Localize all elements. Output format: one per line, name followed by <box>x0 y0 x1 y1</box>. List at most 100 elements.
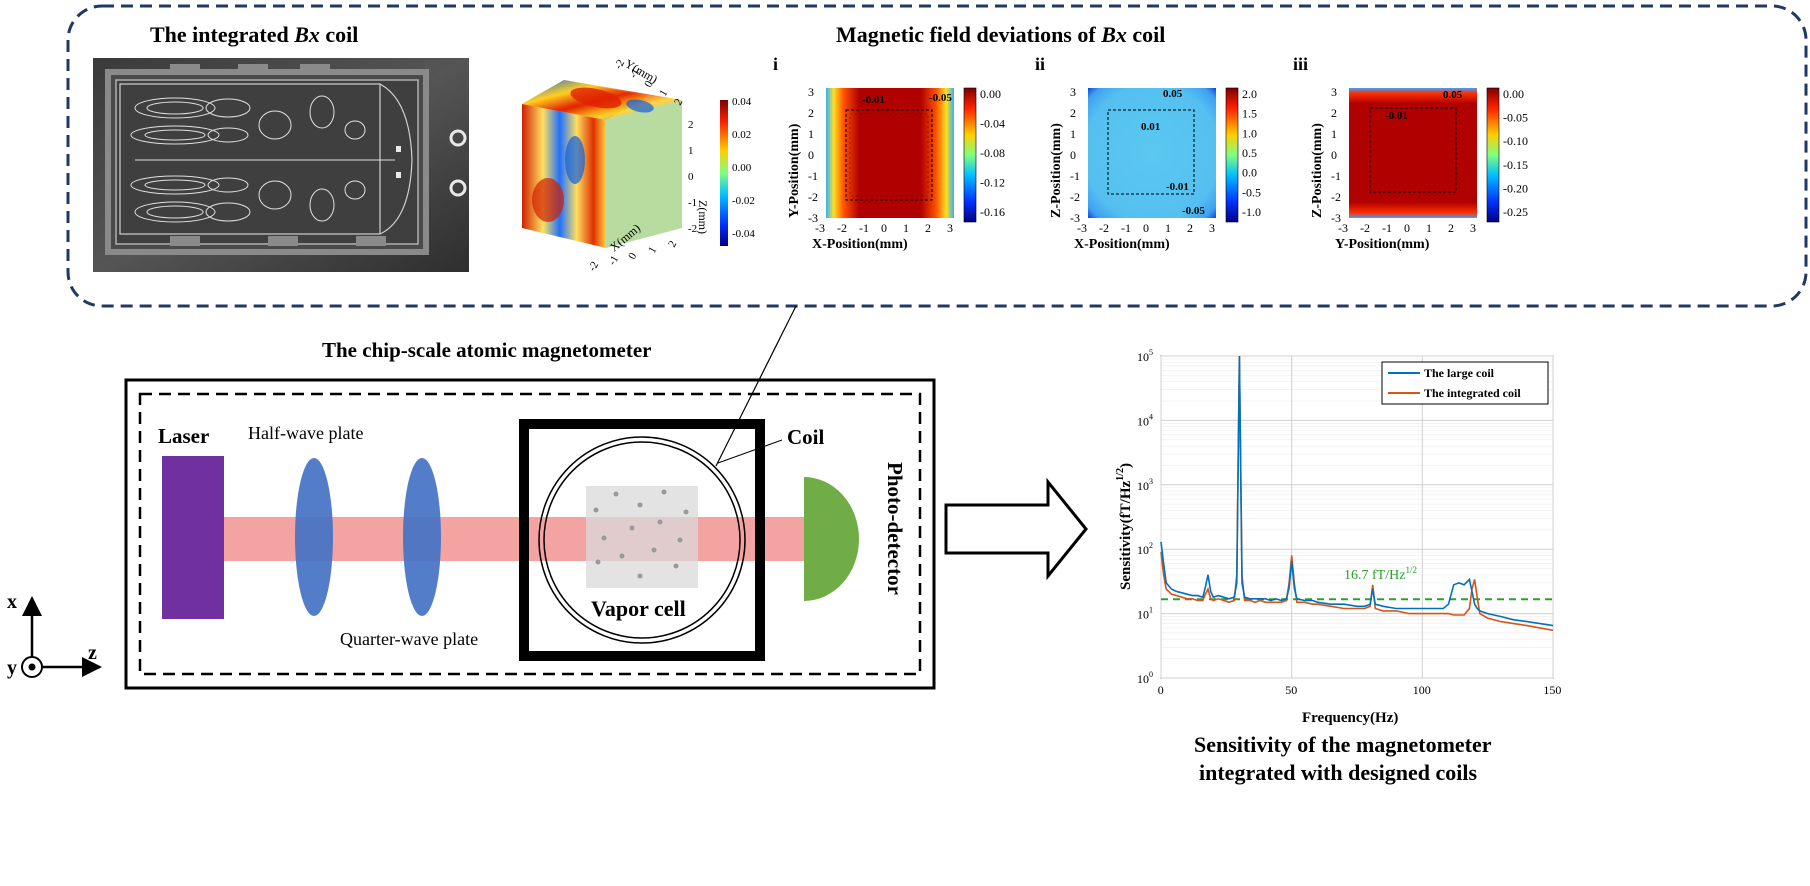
chart-y-tick: 100 <box>1137 670 1153 686</box>
cube-colorbar-ticks: 0.04 0.02 0.00 -0.02 -0.04 <box>732 96 755 240</box>
heatmap-x-tick: 2 <box>1448 221 1454 235</box>
chart-legend: The large coil The integrated coil <box>1381 361 1549 405</box>
laser-source <box>162 456 224 619</box>
axis-x-label: x <box>7 591 17 613</box>
chart-ylabel: Sensitivity(fT/Hz1/2) <box>1115 463 1134 590</box>
cube-y-tick: 2 <box>672 97 685 108</box>
cube-x-tick: 0 <box>626 250 639 261</box>
heatmap-colorbar-tick: 1.5 <box>1242 107 1257 121</box>
heatmap-y-tick: 1 <box>1331 127 1337 141</box>
chart-plot-area <box>1160 355 1554 679</box>
heatmap-y-tick: 2 <box>1070 106 1076 120</box>
cube-z-tick: -2 <box>688 223 697 235</box>
chart-x-tick: 150 <box>1543 683 1561 697</box>
heatmap-colorbar-tick: 0.00 <box>1503 87 1524 101</box>
cube-y-tick: 1 <box>657 88 670 99</box>
heatmap-x-tick: 1 <box>1426 221 1432 235</box>
cube-colorbar-tick: 0.04 <box>732 96 752 108</box>
heatmap-x-tick: -3 <box>1338 221 1348 235</box>
heatmap-ylabel: Y-Position(mm) <box>787 123 802 218</box>
photodetector-label: Photo-detector <box>883 462 907 595</box>
heatmap-y-tick: 2 <box>808 106 814 120</box>
cube-x-tick: 1 <box>646 245 659 256</box>
heatmap-x-tick: 0 <box>881 221 887 235</box>
heatmap-dashed-region <box>1369 107 1457 193</box>
heatmap-xlabel: Y-Position(mm) <box>1335 237 1430 252</box>
axis-y-label: y <box>7 657 17 679</box>
sensitivity-caption-line1: Sensitivity of the magnetometer <box>1194 732 1492 757</box>
result-arrow <box>944 477 1088 581</box>
cube-z-tick: 1 <box>688 145 694 157</box>
heatmap-x-tick: 0 <box>1143 221 1149 235</box>
heatmap-contour-label: -0.01 <box>1385 110 1408 122</box>
heatmap-y-tick: -3 <box>1070 211 1080 225</box>
coil-photo <box>93 58 469 272</box>
panel-label: i <box>773 54 778 74</box>
chart-y-tick: 102 <box>1137 541 1153 557</box>
magnetometer-title: The chip-scale atomic magnetometer <box>322 338 652 362</box>
heatmap-y-tick: -2 <box>1070 190 1080 204</box>
heatmap-dashed-region <box>1107 109 1195 195</box>
heatmap-y-tick: -1 <box>808 169 818 183</box>
vapor-cell-label: Vapor cell <box>591 596 686 621</box>
heatmap-x-tick: -2 <box>1360 221 1370 235</box>
cube-z-tick: -1 <box>688 197 697 209</box>
threshold-label: 16.7 fT/Hz1/2 <box>1344 565 1417 583</box>
heatmap-colorbar-tick: -0.20 <box>1503 181 1528 195</box>
cube-colorbar-tick: 0.02 <box>732 129 751 141</box>
heatmap-ylabel: Z-Position(mm) <box>1049 123 1064 218</box>
heatmap-dashed-region <box>845 109 933 201</box>
heatmap-xlabel: X-Position(mm) <box>812 237 908 252</box>
heatmap-contour-label: 0.01 <box>1141 121 1160 133</box>
heatmap-y-tick: -3 <box>1331 211 1341 225</box>
heatmap-colorbar-tick: 0.00 <box>980 87 1001 101</box>
cube-colorbar-tick: 0.00 <box>732 162 752 174</box>
heatmap-y-tick: 0 <box>1331 148 1337 162</box>
heatmap-y-tick: -3 <box>808 211 818 225</box>
heatmap-x-tick: -3 <box>1077 221 1087 235</box>
axis-z-label: z <box>88 642 97 664</box>
legend-label-large-coil: The large coil <box>1424 366 1495 380</box>
heatmap-x-tick: 2 <box>1187 221 1193 235</box>
photo-title: The integrated Bx coil <box>150 22 358 47</box>
heatmap-y-tick: 0 <box>808 148 814 162</box>
heatmap-panel-iii: iii -0.01 0.05 -3 3 -2 2 -1 1 0 0 1 -1 2 -2 3 -3 Y-Positi… <box>1293 54 1528 252</box>
photodetector <box>804 477 859 601</box>
cube-x-tick: -1 <box>606 254 621 268</box>
heatmap-field <box>1088 88 1216 218</box>
heatmap-y-tick: 3 <box>1070 85 1076 99</box>
heatmap-y-tick: -2 <box>1331 190 1341 204</box>
heatmap-colorbar-tick: -0.15 <box>1503 158 1528 172</box>
cube-colorbar-tick: -0.02 <box>732 195 755 207</box>
heatmap-x-tick: -2 <box>837 221 847 235</box>
chart-y-tick: 103 <box>1137 477 1153 493</box>
chart-grid <box>1160 355 1554 679</box>
magnetometer-outer-frame <box>124 378 936 690</box>
coil-frame <box>519 419 765 661</box>
heatmap-y-tick: -1 <box>1070 169 1080 183</box>
heatmap-contour-label: -0.05 <box>1182 205 1205 217</box>
heatmap-xlabel: X-Position(mm) <box>1074 237 1170 252</box>
heatmap-x-tick: 1 <box>903 221 909 235</box>
heatmap-contour-label: 0.05 <box>1163 88 1183 100</box>
heatmap-x-tick: -1 <box>1121 221 1131 235</box>
heatmap-y-tick: 1 <box>1070 127 1076 141</box>
heatmap-y-tick: 3 <box>1331 85 1337 99</box>
callout-line <box>715 305 797 467</box>
heatmap-y-tick: 3 <box>808 85 814 99</box>
chart-y-tick: 105 <box>1137 348 1153 364</box>
half-wave-plate <box>295 458 333 616</box>
heatmap-y-tick: 1 <box>808 127 814 141</box>
heatmap-colorbar-tick: -1.0 <box>1242 205 1261 219</box>
coil-outer-ring <box>538 436 746 644</box>
quarter-wave-label: Quarter-wave plate <box>340 629 478 649</box>
panel-label: ii <box>1035 54 1045 74</box>
heatmap-colorbar-tick: -0.08 <box>980 146 1005 160</box>
field-cube-3d <box>522 80 682 248</box>
heatmap-x-tick: -2 <box>1099 221 1109 235</box>
chart-series <box>1160 355 1554 632</box>
heatmap-colorbar-tick: -0.10 <box>1503 134 1528 148</box>
heatmap-x-tick: 3 <box>1470 221 1476 235</box>
